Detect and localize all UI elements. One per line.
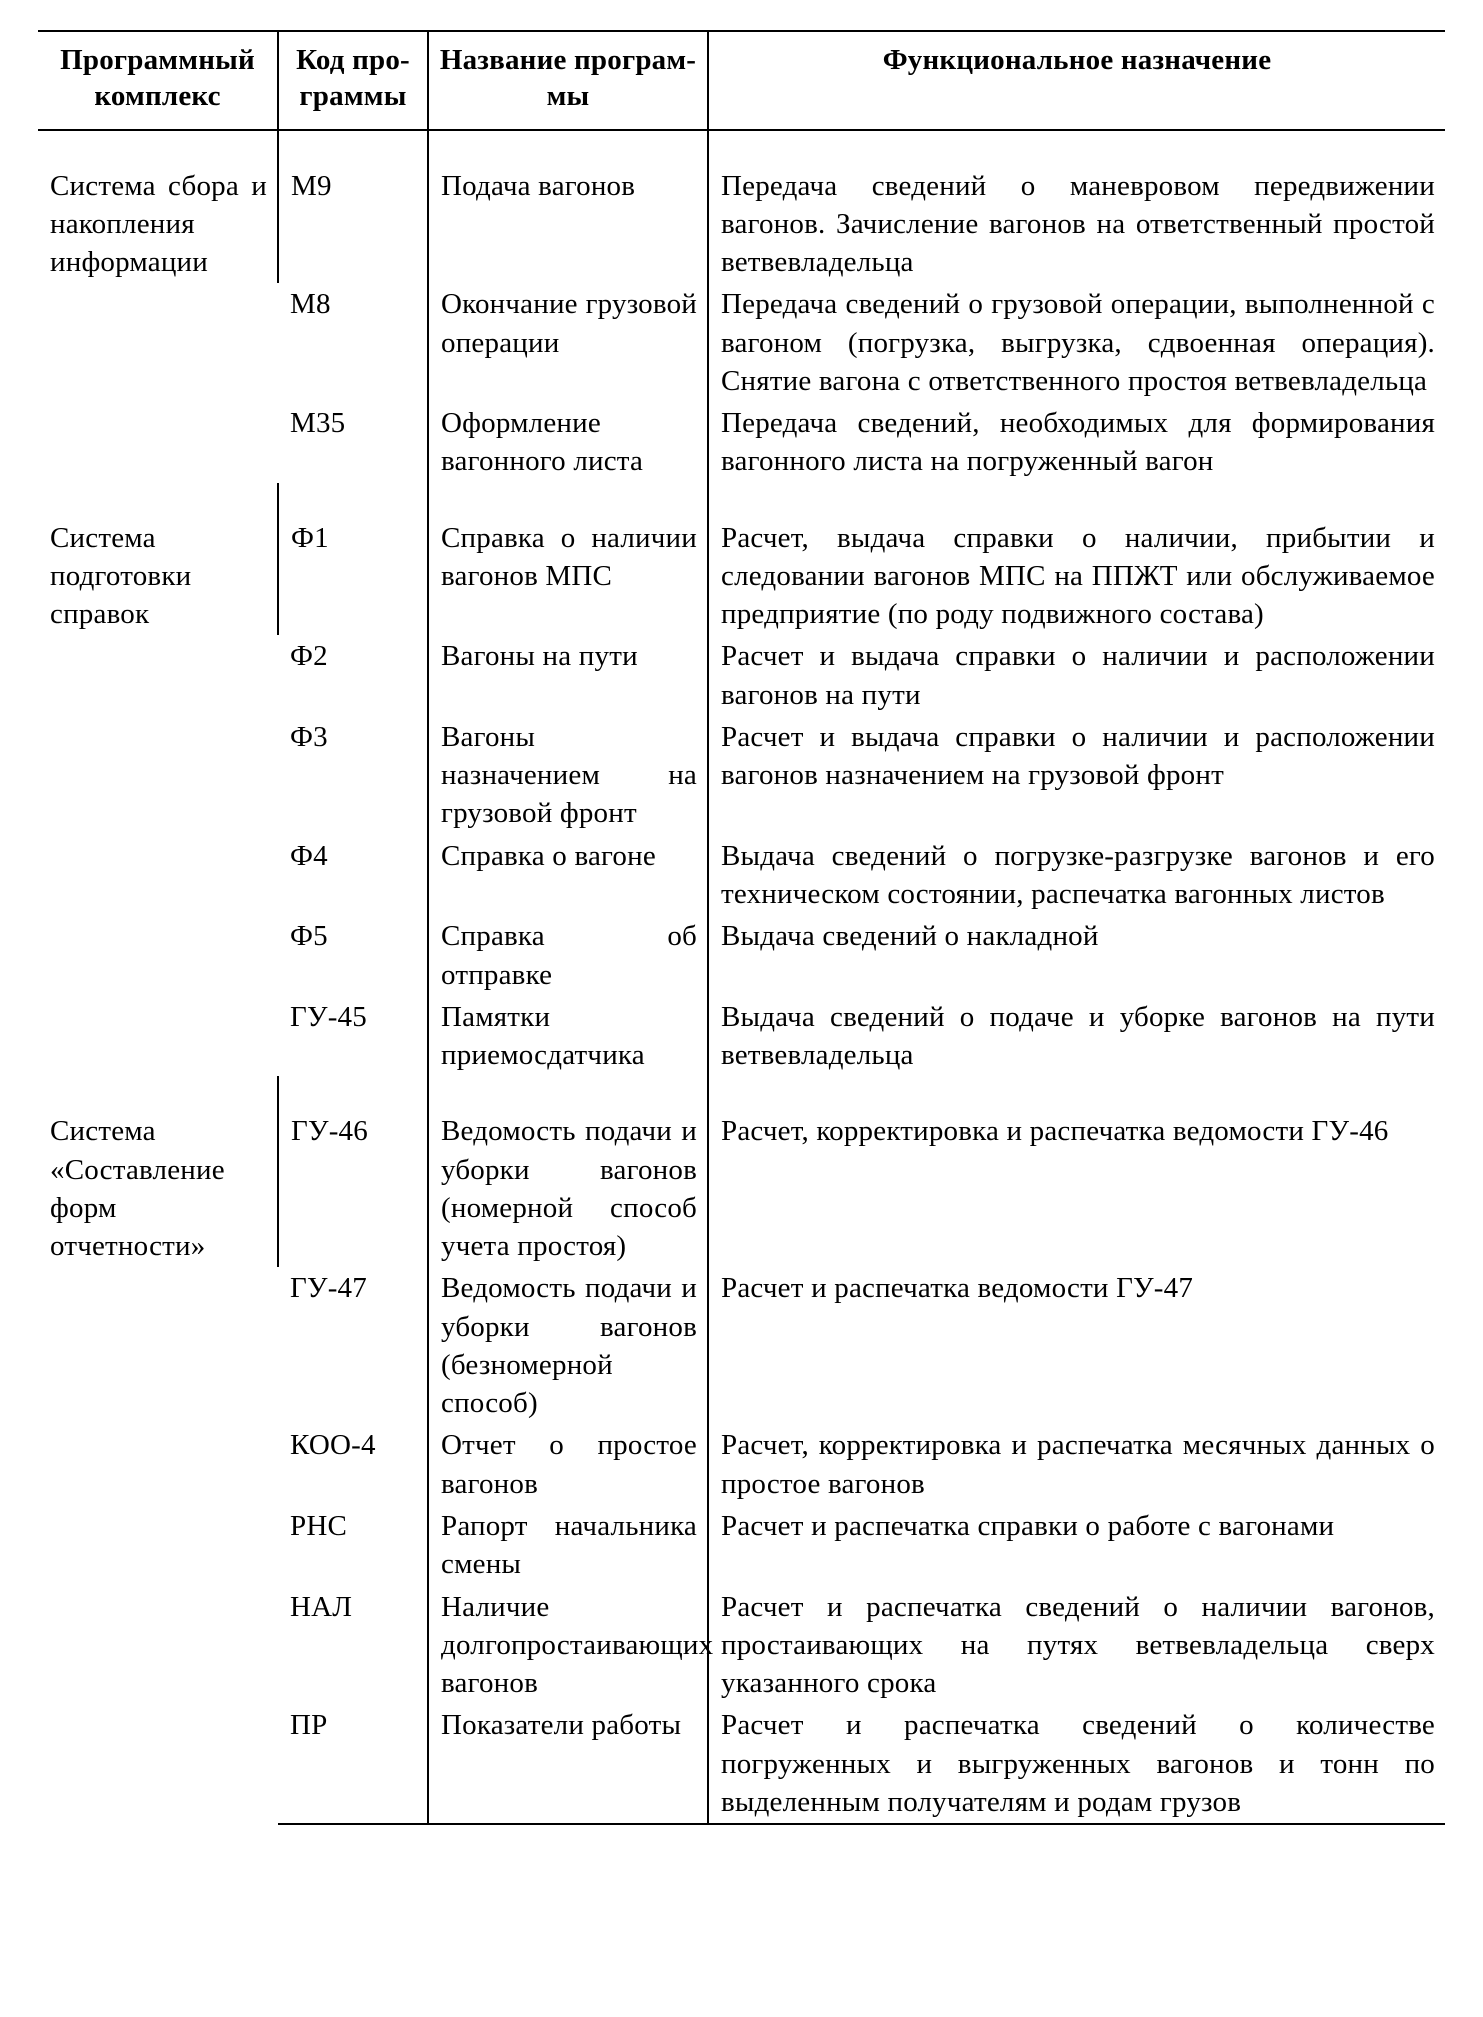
cell-code: ГУ-45: [278, 996, 428, 1077]
table-body: Система сбора и накопления информацииМ9П…: [38, 130, 1445, 1825]
cell-code: Ф2: [278, 635, 428, 716]
cell-purpose: Расчет и выдача справки о наличии и расп…: [708, 635, 1445, 716]
cell-name: Наличие долгопростаивающих вагонов: [428, 1586, 708, 1705]
cell-name: Подача вагонов: [428, 130, 708, 284]
cell-purpose: Передача сведений о маневровом передвиже…: [708, 130, 1445, 284]
page: Программный комплекс Код про- граммы Наз…: [0, 0, 1483, 1885]
cell-code: ГУ-46: [278, 1076, 428, 1267]
cell-complex: Система «Составление форм отчетности»: [38, 1076, 278, 1824]
cell-code: М35: [278, 402, 428, 483]
cell-purpose: Расчет, корректировка и распечатка месяч…: [708, 1424, 1445, 1505]
cell-name: Справка о вагоне: [428, 835, 708, 916]
cell-name: Оформление вагонного листа: [428, 402, 708, 483]
table-row: Система подготовки справокФ1Справка о на…: [38, 483, 1445, 636]
col-header-complex: Программный комплекс: [38, 31, 278, 130]
cell-code: Ф4: [278, 835, 428, 916]
cell-complex: Система подготовки справок: [38, 483, 278, 1077]
cell-name: Окончание грузовой операции: [428, 283, 708, 402]
cell-purpose: Расчет и распечатка сведений о наличии в…: [708, 1586, 1445, 1705]
program-table: Программный комплекс Код про- граммы Наз…: [38, 30, 1445, 1825]
cell-purpose: Передача сведений о грузовой операции, в…: [708, 283, 1445, 402]
col-header-code: Код про- граммы: [278, 31, 428, 130]
cell-name: Памятки приемосдатчика: [428, 996, 708, 1077]
cell-name: Показатели работы: [428, 1704, 708, 1824]
cell-purpose: Выдача сведений о подаче и уборке вагоно…: [708, 996, 1445, 1077]
cell-complex: Система сбора и накопления информации: [38, 130, 278, 483]
cell-code: Ф1: [278, 483, 428, 636]
cell-purpose: Расчет и выдача справки о наличии и расп…: [708, 716, 1445, 835]
cell-code: ПР: [278, 1704, 428, 1824]
cell-code: ГУ-47: [278, 1267, 428, 1424]
cell-name: Ведомость подачи и уборки вагонов (безно…: [428, 1267, 708, 1424]
col-header-purpose: Функциональное назначение: [708, 31, 1445, 130]
cell-name: Справка об отправке: [428, 915, 708, 996]
cell-name: Отчет о простое вагонов: [428, 1424, 708, 1505]
cell-code: Ф5: [278, 915, 428, 996]
cell-purpose: Расчет и распечатка справки о работе с в…: [708, 1505, 1445, 1586]
cell-code: НАЛ: [278, 1586, 428, 1705]
cell-purpose: Расчет, выдача справки о наличии, прибыт…: [708, 483, 1445, 636]
cell-purpose: Расчет и распечатка ведомости ГУ-47: [708, 1267, 1445, 1424]
table-row: Система сбора и накопления информацииМ9П…: [38, 130, 1445, 284]
cell-name: Рапорт начальника смены: [428, 1505, 708, 1586]
cell-code: Ф3: [278, 716, 428, 835]
cell-code: КОО-4: [278, 1424, 428, 1505]
cell-name: Вагоны назначением на грузовой фронт: [428, 716, 708, 835]
cell-purpose: Выдача сведений о накладной: [708, 915, 1445, 996]
table-row: Система «Составление форм отчетности»ГУ-…: [38, 1076, 1445, 1267]
cell-purpose: Расчет, корректировка и распечатка ведом…: [708, 1076, 1445, 1267]
cell-name: Вагоны на пути: [428, 635, 708, 716]
cell-code: РНС: [278, 1505, 428, 1586]
col-header-name: Название програм- мы: [428, 31, 708, 130]
cell-name: Справка о наличии вагонов МПС: [428, 483, 708, 636]
table-header-row: Программный комплекс Код про- граммы Наз…: [38, 31, 1445, 130]
cell-name: Ведомость подачи и уборки вагонов (номер…: [428, 1076, 708, 1267]
cell-purpose: Передача сведений, необходимых для форми…: [708, 402, 1445, 483]
cell-purpose: Выдача сведений о погрузке-разгрузке ваг…: [708, 835, 1445, 916]
cell-code: М9: [278, 130, 428, 284]
cell-code: М8: [278, 283, 428, 402]
cell-purpose: Расчет и распечатка сведений о количеств…: [708, 1704, 1445, 1824]
